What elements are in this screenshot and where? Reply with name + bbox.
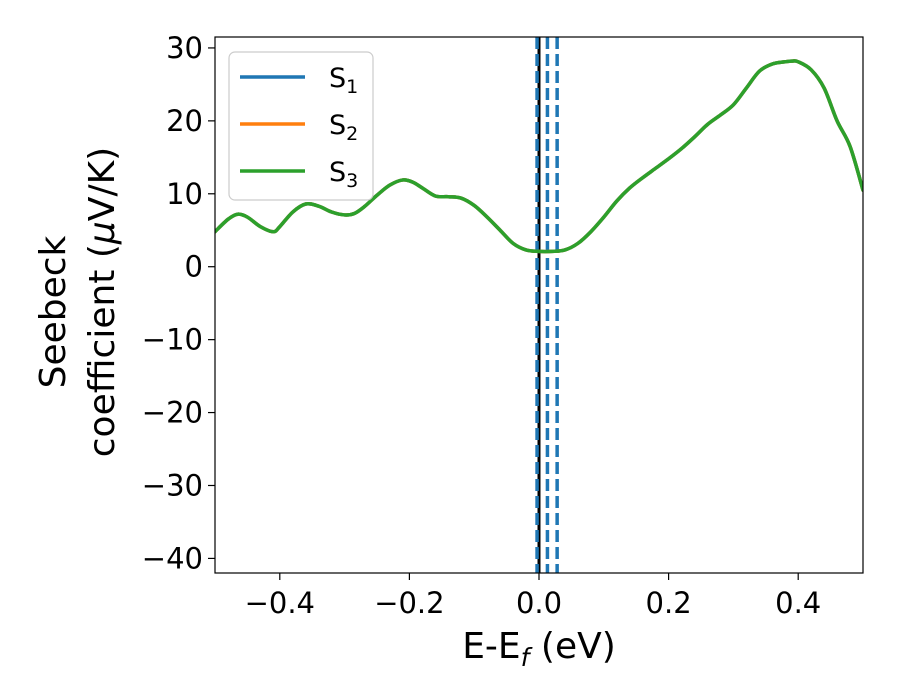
legend-label-s1: S1 — [329, 63, 358, 98]
y-tick-label: −10 — [142, 323, 203, 357]
y-axis-title-line1: Seebeck — [33, 235, 74, 388]
y-axis: −40 −30 −20 −10 0 10 20 30 — [142, 31, 215, 575]
series-layer — [215, 59, 863, 254]
series-line-s3 — [215, 59, 863, 254]
x-tick-label: 0.2 — [646, 586, 692, 620]
y-axis-title: Seebeck coefficient (μV/K) — [33, 147, 123, 457]
legend-label-s2: S2 — [329, 110, 358, 145]
legend-label-s1-sub: 1 — [346, 76, 358, 98]
legend-label-s3: S3 — [329, 157, 358, 192]
x-tick-label: 0.4 — [775, 586, 821, 620]
y-tick-label: −20 — [142, 396, 203, 430]
x-tick-label: −0.2 — [374, 586, 444, 620]
y-axis-title-suffix: V/K) — [82, 147, 123, 221]
x-axis-title-main: E-E — [462, 626, 520, 667]
legend-item-s2: S2 — [240, 110, 358, 145]
x-axis-title: E-Ef (eV) — [462, 626, 616, 672]
y-tick-label: −40 — [142, 541, 203, 575]
legend-label-s2-sub: 2 — [346, 123, 358, 145]
y-axis-title-prefix: coefficient ( — [82, 244, 123, 457]
x-tick-label: 0.0 — [516, 586, 562, 620]
y-tick-label: 10 — [166, 177, 203, 211]
vertical-reference-lines — [535, 37, 559, 573]
y-axis-title-line2: coefficient (μV/K) — [82, 147, 123, 457]
legend-box — [228, 51, 374, 201]
y-tick-label: −30 — [142, 468, 203, 502]
x-axis: −0.4 −0.2 0.0 0.2 0.4 — [245, 573, 821, 620]
legend-item-s3: S3 — [240, 157, 358, 192]
legend-label-s1-main: S — [329, 63, 346, 94]
y-tick-label: 0 — [185, 250, 203, 284]
legend-label-s2-main: S — [329, 110, 346, 141]
legend-item-s1: S1 — [240, 63, 358, 98]
y-tick-label: 20 — [166, 104, 203, 138]
x-tick-label: −0.4 — [245, 586, 315, 620]
legend: S1 S2 S3 — [228, 51, 374, 201]
legend-label-s3-main: S — [329, 157, 346, 188]
legend-label-s3-sub: 3 — [346, 170, 358, 192]
y-axis-title-mu: μ — [82, 221, 123, 245]
x-axis-title-tail: (eV) — [529, 626, 615, 667]
y-tick-label: 30 — [166, 31, 203, 65]
